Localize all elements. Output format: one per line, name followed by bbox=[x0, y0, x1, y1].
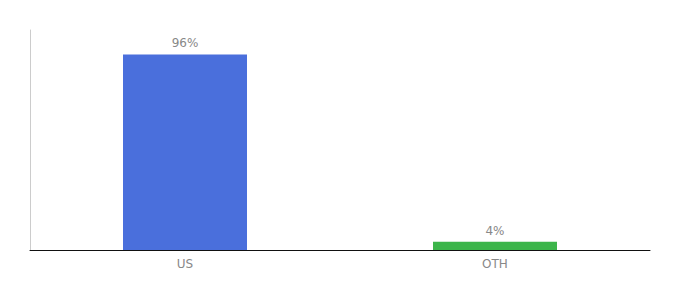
svg-text:4%: 4% bbox=[485, 224, 504, 238]
svg-text:96%: 96% bbox=[172, 36, 199, 50]
svg-text:OTH: OTH bbox=[482, 257, 508, 271]
svg-text:US: US bbox=[177, 257, 193, 271]
